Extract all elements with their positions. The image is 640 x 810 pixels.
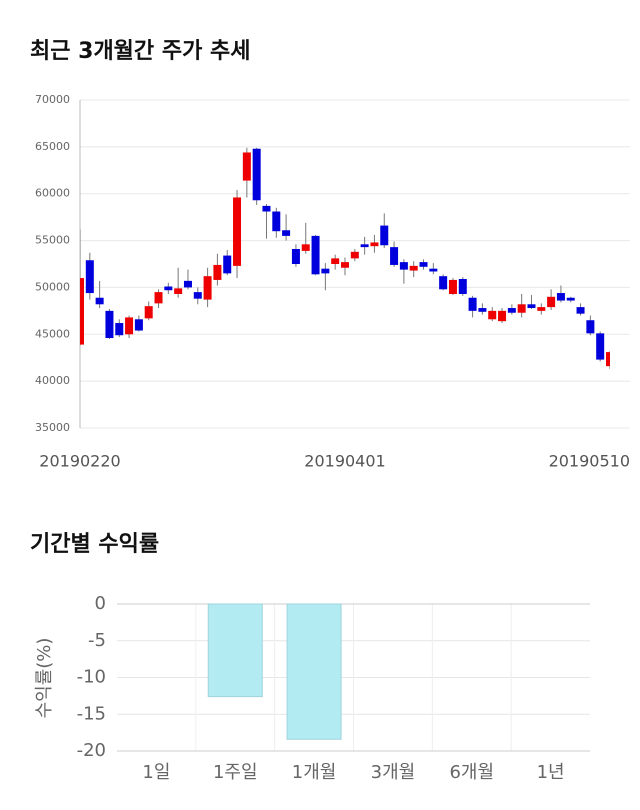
candle-body — [105, 310, 114, 339]
chart-title: 최근 3개월간 주가 추세 — [30, 39, 250, 64]
candle-body — [370, 242, 379, 247]
candle-chart: 35000 40000 45000 50000 55000 60000 65000 70000… — [35, 93, 630, 471]
x-tick-label: 1년 — [537, 762, 565, 783]
x-tick-label: 20190220 — [39, 452, 120, 471]
candle-body — [517, 304, 526, 313]
candle-body — [537, 307, 546, 311]
candle-body — [213, 264, 222, 280]
candle-body — [282, 230, 291, 236]
candle-body — [115, 323, 124, 336]
y-tick-label: 35000 — [35, 421, 70, 434]
candle-body — [291, 249, 300, 264]
candle-body — [458, 278, 467, 294]
candle-body — [262, 205, 271, 212]
x-tick-label: 1개월 — [292, 762, 337, 783]
candle-body — [311, 235, 320, 275]
candle-body — [488, 310, 497, 320]
candle-body — [409, 265, 418, 271]
candle-body — [174, 288, 183, 294]
x-tick-label: 20190510 — [549, 452, 630, 471]
candle-body — [183, 280, 192, 288]
bar-chart: -20 -15 -10 -5 0 1일 1주일 1개월 3개월 6개월 1년 — [77, 593, 590, 783]
candle-body — [527, 304, 536, 309]
candle-body — [596, 333, 605, 360]
candle-body — [468, 297, 477, 311]
bar — [286, 603, 342, 740]
candle-body — [301, 244, 310, 251]
candle-body — [576, 307, 585, 314]
bar — [207, 603, 263, 698]
candle-body — [399, 262, 408, 270]
candle-body — [164, 286, 173, 291]
candle-body — [390, 247, 399, 265]
candle-body — [321, 268, 330, 274]
candle-body — [193, 292, 202, 299]
y-tick-label: 55000 — [35, 234, 70, 247]
candle-body — [507, 308, 516, 313]
candle-body — [242, 152, 251, 181]
y-tick-label: 50000 — [35, 280, 70, 293]
candle-body — [144, 306, 153, 319]
x-tick-label: 3개월 — [371, 762, 416, 783]
candle-body — [134, 319, 143, 331]
y-tick-label: -5 — [88, 630, 106, 651]
y-tick-label: 0 — [95, 593, 106, 614]
x-tick-label: 6개월 — [449, 762, 494, 783]
y-tick-label: 40000 — [35, 374, 70, 387]
chart-title: 기간별 수익률 — [30, 532, 159, 557]
candle-body — [439, 276, 448, 290]
y-tick-label: -20 — [77, 740, 106, 761]
y-tick-label: 65000 — [35, 140, 70, 153]
candle-body — [252, 148, 261, 201]
candle-body — [350, 251, 359, 259]
candle-body — [380, 225, 389, 246]
candle-body — [606, 352, 610, 367]
y-tick-label: 60000 — [35, 187, 70, 200]
y-axis-label: 수익률(%) — [34, 638, 55, 719]
candle-body — [125, 317, 134, 335]
x-tick-label: 1일 — [142, 762, 170, 783]
candle-body — [203, 276, 212, 300]
x-tick-label: 1주일 — [213, 762, 258, 783]
candle-body — [85, 260, 94, 294]
candles — [80, 147, 610, 369]
y-tick-label: -10 — [77, 667, 106, 688]
candle-body — [360, 244, 369, 248]
candle-body — [341, 262, 349, 268]
candle-body — [331, 258, 340, 264]
candle-body — [233, 197, 242, 266]
candle-body — [80, 278, 84, 345]
candle-body — [556, 293, 565, 301]
y-tick-label: 70000 — [35, 93, 70, 106]
candle-body — [448, 279, 457, 294]
x-tick-label: 20190401 — [304, 452, 385, 471]
candle-body — [498, 310, 507, 322]
candle-body — [429, 268, 438, 272]
y-tick-label: 45000 — [35, 327, 70, 340]
candle-body — [272, 211, 281, 232]
candle-body — [154, 292, 163, 304]
y-tick-label: -15 — [77, 703, 106, 724]
candle-body — [566, 297, 575, 301]
candle-body — [547, 296, 556, 308]
candle-body — [95, 297, 104, 305]
candle-body — [586, 320, 595, 334]
candle-body — [419, 262, 428, 267]
candle-body — [478, 308, 487, 312]
candle-body — [223, 255, 232, 274]
